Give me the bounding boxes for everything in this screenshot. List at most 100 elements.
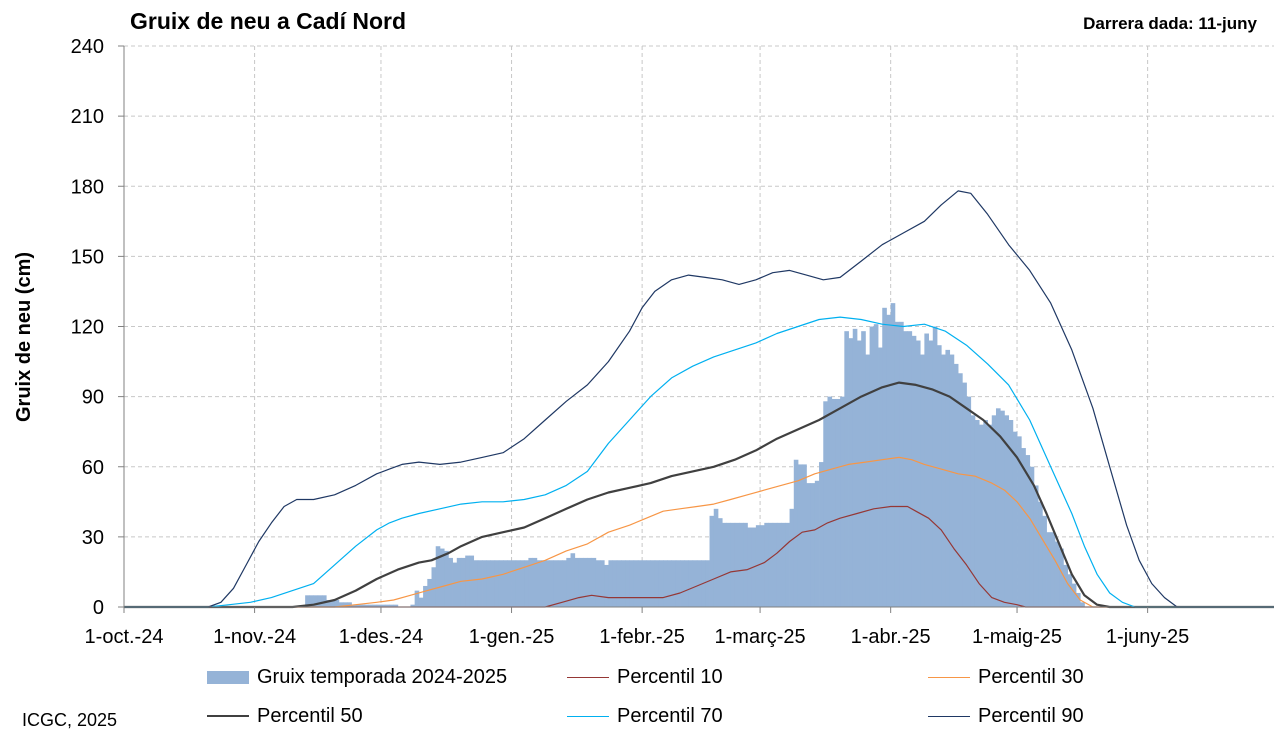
legend-label-p30: Percentil 30 — [978, 665, 1084, 688]
season-bar — [861, 331, 866, 607]
season-bar — [776, 522, 782, 607]
season-bar — [1008, 420, 1014, 607]
season-bar — [456, 557, 462, 607]
season-bar — [511, 560, 517, 607]
season-bar — [1067, 574, 1073, 607]
season-bar — [389, 604, 394, 607]
y-tick-label: 90 — [82, 387, 104, 409]
season-bar — [713, 508, 719, 607]
x-tick-label: 1-març-25 — [715, 626, 806, 648]
season-bar — [321, 595, 327, 607]
legend-item-season: Gruix temporada 2024-2025 — [207, 662, 507, 692]
season-bar — [772, 522, 778, 607]
season-bar — [368, 604, 373, 607]
chart-axes: 0 30 60 90 120 150 180 210 240 1-oct.-24 1-nov.-24… — [71, 36, 1274, 648]
season-bar — [937, 345, 942, 607]
percentile-line-percentil-70 — [124, 316, 1274, 608]
season-bar — [789, 508, 795, 607]
x-tick-label: 1-oct.-24 — [85, 626, 164, 648]
legend-label-p10: Percentil 10 — [617, 665, 723, 688]
season-bar — [785, 522, 790, 607]
season-bar — [962, 382, 967, 607]
percentile-line-percentil-10 — [124, 505, 1274, 608]
season-bar — [717, 518, 723, 607]
season-bar — [730, 522, 736, 607]
season-bar — [309, 595, 314, 607]
y-tick-label: 240 — [71, 36, 104, 58]
season-bar — [899, 321, 904, 607]
season-bar — [768, 522, 774, 607]
season-bar — [338, 602, 344, 607]
season-bar — [553, 560, 559, 607]
season-bar — [995, 408, 1001, 607]
season-bar — [987, 424, 993, 607]
season-bar — [890, 303, 896, 607]
season-bar — [915, 340, 921, 607]
season-bar — [549, 560, 555, 607]
chart-title: Gruix de neu a Cadí Nord — [130, 8, 407, 34]
season-bar — [473, 560, 479, 607]
season-bar — [1004, 415, 1010, 607]
legend-item-p30: Percentil 30 — [928, 662, 1084, 692]
season-bar — [528, 557, 534, 607]
y-tick-label: 150 — [71, 246, 104, 268]
x-tick-label: 1-des.-24 — [339, 626, 424, 648]
season-bar — [1071, 583, 1077, 607]
season-bar — [688, 560, 694, 607]
season-bar — [878, 347, 883, 607]
legend-item-p50: Percentil 50 — [207, 701, 363, 731]
season-bar — [949, 354, 955, 607]
season-bar — [894, 321, 900, 607]
season-bar — [663, 560, 668, 607]
season-bar — [814, 480, 820, 607]
season-bar — [696, 560, 702, 607]
season-bar — [1025, 455, 1031, 607]
season-bar — [658, 560, 664, 607]
season-bar — [444, 550, 449, 607]
season-bar — [637, 560, 643, 607]
y-tick-label: 120 — [71, 317, 104, 339]
season-bar — [570, 553, 576, 607]
season-bar — [667, 560, 673, 607]
y-tick-label: 180 — [71, 176, 104, 198]
season-bar — [726, 522, 731, 607]
legend-label-p50: Percentil 50 — [257, 704, 363, 727]
season-bar — [1038, 501, 1043, 607]
season-bar — [343, 602, 348, 607]
season-bar — [1029, 466, 1035, 607]
season-bar — [621, 560, 626, 607]
percentile-lines — [124, 190, 1274, 609]
season-bar — [806, 483, 812, 607]
season-bar — [650, 560, 656, 607]
season-bar — [482, 560, 487, 607]
season-bar — [359, 604, 365, 607]
season-bar — [852, 328, 858, 607]
legend-swatch-p50 — [207, 715, 249, 717]
season-bar — [983, 420, 988, 607]
season-bar — [1080, 602, 1085, 607]
season-bar — [486, 560, 491, 607]
season-bar — [705, 560, 710, 607]
percentile-line-percentil-30 — [124, 456, 1274, 608]
season-bar — [953, 363, 959, 607]
season-bar — [827, 396, 833, 607]
season-bar — [1000, 410, 1005, 607]
season-bar — [819, 462, 824, 607]
season-bar — [305, 595, 310, 607]
season-bar — [1050, 532, 1056, 607]
season-bar — [734, 522, 740, 607]
season-bar — [313, 595, 319, 607]
season-bar — [844, 331, 849, 607]
season-bar — [810, 483, 816, 607]
season-bar — [903, 331, 908, 607]
y-tick-label: 0 — [93, 597, 104, 619]
season-bar — [642, 560, 647, 607]
season-bar — [355, 604, 361, 607]
season-bar — [1054, 541, 1060, 607]
season-bar — [920, 354, 925, 607]
season-bar — [856, 340, 862, 607]
season-bar — [612, 560, 618, 607]
season-bar — [326, 599, 331, 607]
season-bar — [823, 401, 828, 607]
season-bar — [608, 560, 614, 607]
